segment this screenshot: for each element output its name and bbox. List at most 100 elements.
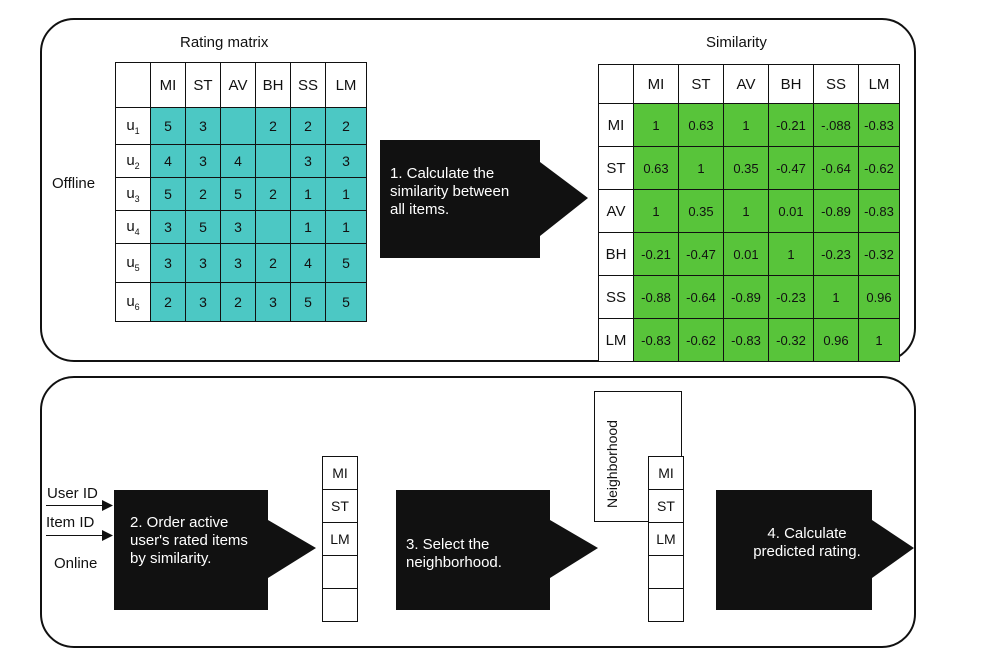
rating-col-header: MI: [150, 62, 186, 108]
rating-cell: 1: [325, 177, 367, 211]
similarity-row: ST 0.63 1 0.35 -0.47 -0.64 -0.62: [598, 146, 900, 190]
rating-row: u5 3 3 3 2 4 5: [115, 243, 367, 283]
item-id-label: Item ID: [46, 514, 95, 531]
rating-cell: 2: [185, 177, 221, 211]
neighborhood-item-cell: LM: [648, 522, 684, 556]
rating-user-header: u3: [115, 177, 151, 211]
similarity-cell: -0.83: [858, 189, 900, 233]
rating-cell: 4: [290, 243, 326, 283]
step4-arrow: [716, 490, 914, 610]
rating-cell: 5: [325, 243, 367, 283]
similarity-cell: 1: [768, 232, 814, 276]
similarity-cell: -0.62: [678, 318, 724, 362]
step2-arrow: [114, 490, 316, 610]
ordered-item-row: MI: [322, 456, 358, 490]
similarity-cell: 0.96: [858, 275, 900, 319]
rating-row: u4 3 5 3 1 1: [115, 210, 367, 244]
neighborhood-item-cell: MI: [648, 456, 684, 490]
rating-cell: [255, 210, 291, 244]
user-symbol: u: [126, 253, 135, 271]
rating-row: u2 4 3 4 3 3: [115, 144, 367, 178]
similarity-cell: 1: [633, 103, 679, 147]
neighborhood-item-row: MI: [648, 456, 684, 490]
rating-cell: 3: [325, 144, 367, 178]
similarity-row: SS -0.88 -0.64 -0.89 -0.23 1 0.96: [598, 275, 900, 319]
rating-cell: [255, 144, 291, 178]
rating-cell: 3: [150, 210, 186, 244]
similarity-col-header: MI: [633, 64, 679, 104]
rating-cell: 3: [220, 210, 256, 244]
neighborhood-item-row: [648, 555, 684, 589]
rating-cell: 5: [290, 282, 326, 322]
similarity-cell: -0.89: [723, 275, 769, 319]
similarity-row: AV 1 0.35 1 0.01 -0.89 -0.83: [598, 189, 900, 233]
similarity-title: Similarity: [706, 34, 767, 51]
similarity-col-header: ST: [678, 64, 724, 104]
similarity-item-header: LM: [598, 318, 634, 362]
similarity-cell: 1: [633, 189, 679, 233]
similarity-cell: -0.32: [768, 318, 814, 362]
rating-col-header: BH: [255, 62, 291, 108]
similarity-item-header: ST: [598, 146, 634, 190]
offline-label: Offline: [52, 175, 96, 192]
rating-cell: 1: [290, 210, 326, 244]
rating-cell: 2: [255, 177, 291, 211]
similarity-col-header: SS: [813, 64, 859, 104]
similarity-header-row: MI ST AV BH SS LM: [598, 64, 900, 104]
neighborhood-label: Neighborhood: [604, 420, 620, 508]
ordered-item-cell: [322, 555, 358, 589]
similarity-cell: -0.47: [678, 232, 724, 276]
similarity-table: MI ST AV BH SS LM MI 1 0.63 1 -0.21 -.088 -0.83 ST 0.6…: [598, 64, 900, 362]
neighborhood-item-cell: [648, 555, 684, 589]
rating-row: u1 5 3 2 2 2: [115, 107, 367, 145]
similarity-cell: 0.35: [678, 189, 724, 233]
neighborhood-item-cell: ST: [648, 489, 684, 523]
user-symbol: u: [126, 184, 135, 202]
similarity-cell: -0.89: [813, 189, 859, 233]
rating-header-row: MI ST AV BH SS LM: [115, 62, 367, 108]
similarity-cell: -0.88: [633, 275, 679, 319]
rating-cell: 3: [185, 243, 221, 283]
similarity-cell: -0.83: [858, 103, 900, 147]
ordered-item-row: [322, 555, 358, 589]
similarity-cell: 1: [858, 318, 900, 362]
rating-cell: 3: [150, 243, 186, 283]
rating-cell: 4: [220, 144, 256, 178]
neighborhood-items-stack: MI ST LM: [648, 456, 684, 622]
user-index: 4: [134, 226, 140, 237]
step4-text: 4. Calculate predicted rating.: [753, 525, 861, 560]
similarity-cell: -0.21: [768, 103, 814, 147]
rating-cell: 3: [185, 282, 221, 322]
similarity-cell: -0.83: [633, 318, 679, 362]
ordered-item-row: [322, 588, 358, 622]
user-id-label: User ID: [47, 485, 98, 502]
neighborhood-item-row: ST: [648, 489, 684, 523]
similarity-item-header: BH: [598, 232, 634, 276]
similarity-cell: 1: [678, 146, 724, 190]
similarity-cell: -0.47: [768, 146, 814, 190]
step3-arrow: [396, 490, 598, 610]
rating-cell: 3: [220, 243, 256, 283]
user-index: 1: [134, 125, 140, 136]
rating-cell: 5: [150, 107, 186, 145]
rating-matrix-title: Rating matrix: [180, 34, 269, 51]
rating-col-header: SS: [290, 62, 326, 108]
ordered-item-cell: LM: [322, 522, 358, 556]
similarity-cell: 1: [723, 103, 769, 147]
rating-cell: 4: [150, 144, 186, 178]
rating-cell: 2: [255, 107, 291, 145]
ordered-item-row: ST: [322, 489, 358, 523]
rating-cell: 5: [325, 282, 367, 322]
rating-cell: 3: [185, 144, 221, 178]
rating-cell: 3: [290, 144, 326, 178]
rating-cell: 2: [325, 107, 367, 145]
neighborhood-item-row: [648, 588, 684, 622]
step3-text: 3. Select the neighborhood.: [406, 536, 502, 571]
rating-cell: 1: [325, 210, 367, 244]
rating-user-header: u6: [115, 282, 151, 322]
ordered-item-cell: ST: [322, 489, 358, 523]
step1-arrow: [380, 140, 588, 258]
rating-col-header: AV: [220, 62, 256, 108]
similarity-cell: 0.63: [678, 103, 724, 147]
similarity-col-header: BH: [768, 64, 814, 104]
